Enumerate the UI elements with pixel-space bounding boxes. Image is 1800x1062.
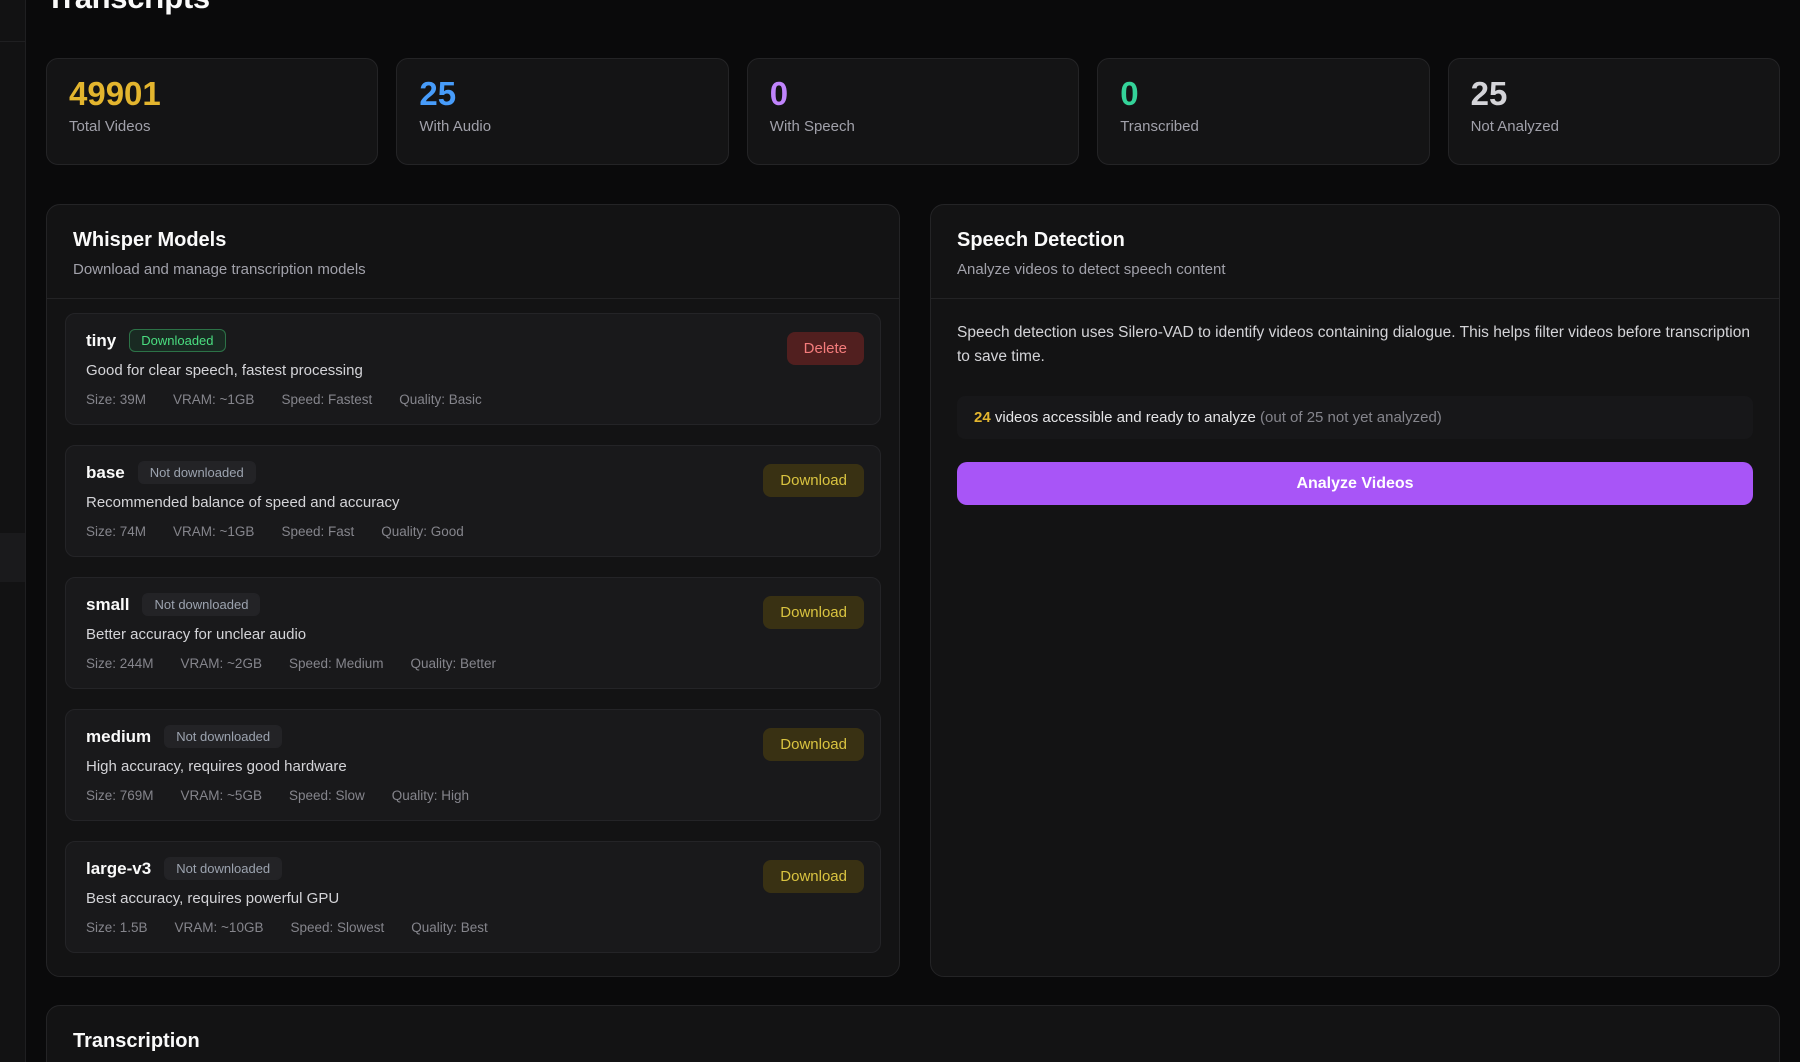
- model-specs: Size: 244M VRAM: ~2GB Speed: Medium Qual…: [86, 656, 860, 671]
- transcription-header: Transcription: [47, 1006, 1779, 1062]
- ready-text: videos accessible and ready to analyze: [991, 409, 1260, 426]
- model-vram: VRAM: ~2GB: [181, 656, 262, 671]
- model-specs: Size: 39M VRAM: ~1GB Speed: Fastest Qual…: [86, 392, 860, 407]
- model-vram: VRAM: ~10GB: [175, 920, 264, 935]
- speech-detection-header: Speech Detection Analyze videos to detec…: [931, 205, 1779, 299]
- not-downloaded-badge: Not downloaded: [138, 461, 256, 484]
- model-description: High accuracy, requires good hardware: [86, 758, 860, 775]
- speech-detection-subtitle: Analyze videos to detect speech content: [957, 261, 1753, 278]
- ready-status-box: 24 videos accessible and ready to analyz…: [957, 396, 1753, 439]
- download-button[interactable]: Download: [763, 596, 864, 629]
- model-quality: Quality: Best: [411, 920, 488, 935]
- speech-detection-panel: Speech Detection Analyze videos to detec…: [930, 204, 1780, 977]
- model-vram: VRAM: ~1GB: [173, 524, 254, 539]
- model-description: Better accuracy for unclear audio: [86, 626, 860, 643]
- transcription-title: Transcription: [73, 1030, 1753, 1053]
- not-downloaded-badge: Not downloaded: [164, 857, 282, 880]
- stat-card-transcribed: 0 Transcribed: [1097, 58, 1429, 165]
- download-button[interactable]: Download: [763, 860, 864, 893]
- model-quality: Quality: Better: [411, 656, 497, 671]
- model-card-tiny: tiny Downloaded Good for clear speech, f…: [65, 313, 881, 425]
- speech-detection-body: Speech detection uses Silero-VAD to iden…: [931, 299, 1779, 527]
- delete-button[interactable]: Delete: [787, 332, 864, 365]
- model-description: Recommended balance of speed and accurac…: [86, 494, 860, 511]
- stat-label: Total Videos: [69, 118, 355, 135]
- collapsed-sidebar: [0, 0, 26, 1062]
- model-card-small: small Not downloaded Better accuracy for…: [65, 577, 881, 689]
- model-name: medium: [86, 727, 151, 747]
- model-name: tiny: [86, 331, 116, 351]
- stat-label: Transcribed: [1120, 118, 1406, 135]
- download-button[interactable]: Download: [763, 464, 864, 497]
- model-card-base: base Not downloaded Recommended balance …: [65, 445, 881, 557]
- speech-detection-description: Speech detection uses Silero-VAD to iden…: [957, 321, 1753, 369]
- model-name: small: [86, 595, 129, 615]
- stat-card-total-videos: 49901 Total Videos: [46, 58, 378, 165]
- stat-label: Not Analyzed: [1471, 118, 1757, 135]
- whisper-models-header: Whisper Models Download and manage trans…: [47, 205, 899, 299]
- stats-row: 49901 Total Videos 25 With Audio 0 With …: [46, 58, 1780, 165]
- model-speed: Speed: Medium: [289, 656, 384, 671]
- model-vram: VRAM: ~5GB: [181, 788, 262, 803]
- stat-value: 49901: [69, 75, 355, 113]
- stat-value: 25: [419, 75, 705, 113]
- speech-detection-title: Speech Detection: [957, 229, 1753, 252]
- whisper-models-panel: Whisper Models Download and manage trans…: [46, 204, 900, 977]
- model-name: base: [86, 463, 125, 483]
- model-description: Good for clear speech, fastest processin…: [86, 362, 860, 379]
- page-title: Transcripts: [46, 0, 210, 16]
- model-quality: Quality: Basic: [399, 392, 482, 407]
- model-card-medium: medium Not downloaded High accuracy, req…: [65, 709, 881, 821]
- model-size: Size: 1.5B: [86, 920, 148, 935]
- not-downloaded-badge: Not downloaded: [142, 593, 260, 616]
- model-specs: Size: 769M VRAM: ~5GB Speed: Slow Qualit…: [86, 788, 860, 803]
- model-size: Size: 39M: [86, 392, 146, 407]
- stat-value: 25: [1471, 75, 1757, 113]
- not-downloaded-badge: Not downloaded: [164, 725, 282, 748]
- sidebar-top-section: [0, 0, 25, 42]
- whisper-models-title: Whisper Models: [73, 229, 873, 252]
- model-speed: Speed: Fast: [281, 524, 354, 539]
- model-size: Size: 769M: [86, 788, 154, 803]
- model-speed: Speed: Fastest: [281, 392, 372, 407]
- stat-value: 0: [770, 75, 1056, 113]
- model-speed: Speed: Slow: [289, 788, 365, 803]
- analyze-videos-button[interactable]: Analyze Videos: [957, 462, 1753, 505]
- whisper-models-subtitle: Download and manage transcription models: [73, 261, 873, 278]
- stat-label: With Speech: [770, 118, 1056, 135]
- sidebar-active-item[interactable]: [0, 533, 25, 582]
- model-size: Size: 74M: [86, 524, 146, 539]
- model-size: Size: 244M: [86, 656, 154, 671]
- model-name: large-v3: [86, 859, 151, 879]
- downloaded-badge: Downloaded: [129, 329, 225, 352]
- model-speed: Speed: Slowest: [290, 920, 384, 935]
- transcription-panel: Transcription: [46, 1005, 1780, 1062]
- ready-count: 24: [974, 409, 991, 426]
- model-quality: Quality: Good: [381, 524, 464, 539]
- model-description: Best accuracy, requires powerful GPU: [86, 890, 860, 907]
- model-specs: Size: 1.5B VRAM: ~10GB Speed: Slowest Qu…: [86, 920, 860, 935]
- stat-card-with-audio: 25 With Audio: [396, 58, 728, 165]
- model-card-large-v3: large-v3 Not downloaded Best accuracy, r…: [65, 841, 881, 953]
- stat-label: With Audio: [419, 118, 705, 135]
- download-button[interactable]: Download: [763, 728, 864, 761]
- model-specs: Size: 74M VRAM: ~1GB Speed: Fast Quality…: [86, 524, 860, 539]
- model-quality: Quality: High: [392, 788, 469, 803]
- model-list: tiny Downloaded Good for clear speech, f…: [47, 299, 899, 967]
- ready-note: (out of 25 not yet analyzed): [1260, 409, 1442, 426]
- stat-value: 0: [1120, 75, 1406, 113]
- stat-card-not-analyzed: 25 Not Analyzed: [1448, 58, 1780, 165]
- model-vram: VRAM: ~1GB: [173, 392, 254, 407]
- stat-card-with-speech: 0 With Speech: [747, 58, 1079, 165]
